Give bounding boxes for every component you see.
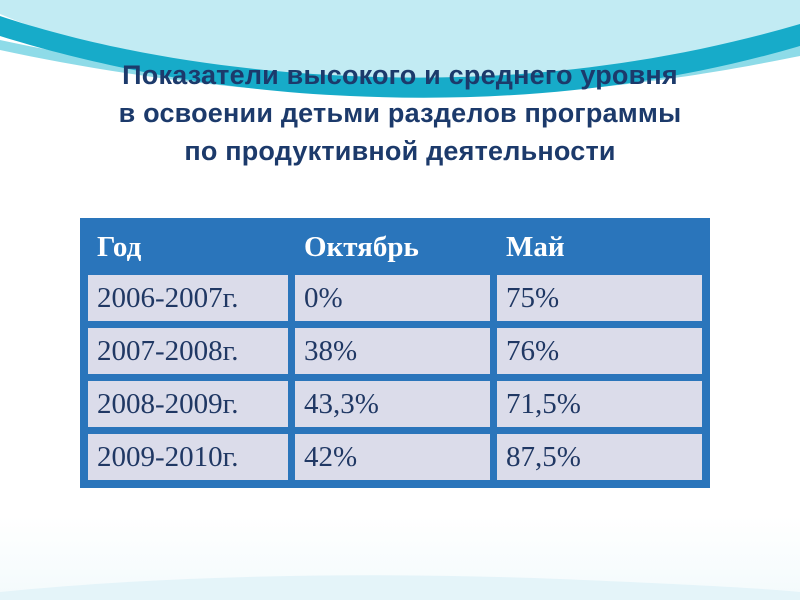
table-cell-year: 2007-2008г. [88, 328, 288, 374]
title-line-1: Показатели высокого и среднего уровня [122, 60, 678, 90]
table-header-may: Май [506, 230, 565, 263]
table-cell-year: 2008-2009г. [88, 381, 288, 427]
title-line-2: в освоении детьми разделов программы [118, 98, 682, 128]
table-cell-october: 43,3% [295, 381, 490, 427]
decorative-top-wave [0, 0, 800, 98]
table-cell-october: 38% [295, 328, 490, 374]
title-line-3: по продуктивной деятельности [184, 136, 616, 166]
slide-title: Показатели высокого и среднего уровня в … [0, 56, 800, 170]
decorative-bottom-wave [0, 575, 800, 600]
wave-shape-teal [0, 16, 800, 98]
table-cell-may: 71,5% [497, 381, 702, 427]
wave-shape-bottom [0, 575, 800, 600]
table-cell-year: 2006-2007г. [88, 275, 288, 321]
table-cell-may: 76% [497, 328, 702, 374]
table-header-october: Октябрь [304, 230, 419, 263]
table-cell-october: 42% [295, 434, 490, 480]
table-header-year: Год [97, 230, 142, 263]
table-cell-may: 87,5% [497, 434, 702, 480]
results-table: Год Октябрь Май 2006-2007г. 0% 75% 2007-… [80, 218, 710, 488]
table-cell-year: 2009-2010г. [88, 434, 288, 480]
table-cell-october: 0% [295, 275, 490, 321]
table-cell-may: 75% [497, 275, 702, 321]
